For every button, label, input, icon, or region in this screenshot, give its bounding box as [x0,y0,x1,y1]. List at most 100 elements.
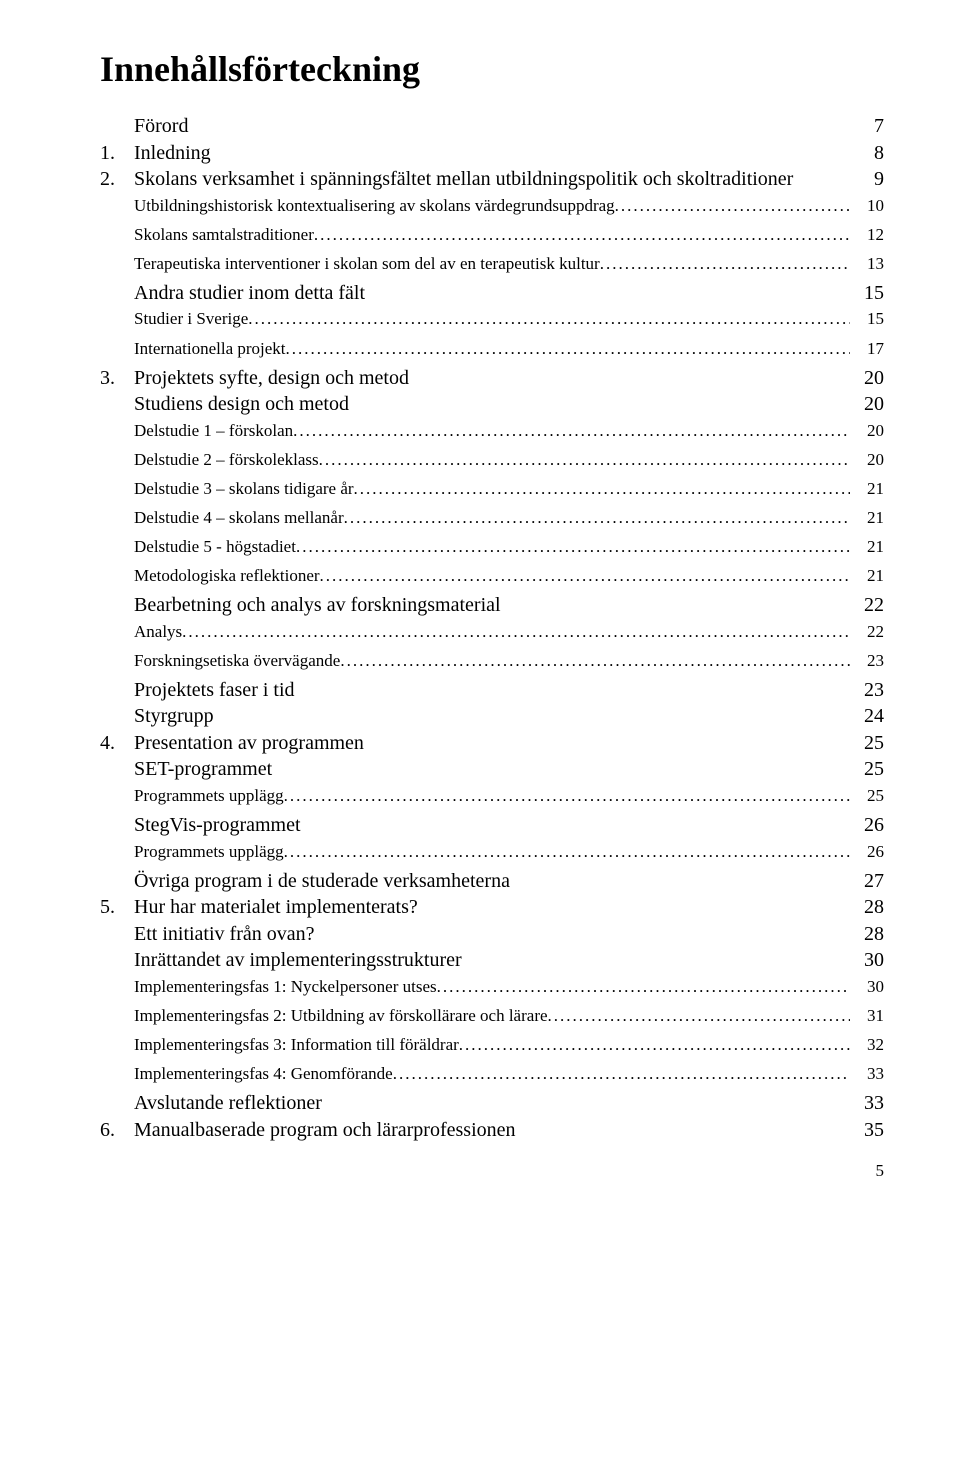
toc-entry-page: 35 [850,1118,884,1144]
toc-entry-number: 5. [100,895,134,921]
toc-entry-label: Presentation av programmen [134,731,364,757]
toc-entry-label: Forskningsetiska övervägande [134,650,340,672]
toc-leader [393,1062,850,1085]
toc-entry: 5.Hur har materialet implementerats? 28 [100,895,884,921]
toc-leader [182,620,850,643]
toc-entry-label: Delstudie 3 – skolans tidigare år [134,478,354,500]
toc-entry-label: SET-programmet [134,757,272,783]
toc-leader [314,223,850,246]
toc-entry-label: Skolans verksamhet i spänningsfältet mel… [134,167,822,193]
table-of-contents: Förord71.Inledning82.Skolans verksamhet … [100,114,884,1143]
toc-entry-number: 4. [100,731,134,757]
toc-entry-label: Styrgrupp [134,704,214,730]
toc-entry-page: 21 [850,478,884,500]
toc-entry-page: 10 [850,195,884,217]
toc-entry-page: 32 [850,1034,884,1056]
toc-entry-page: 17 [850,338,884,360]
toc-entry-number: 6. [100,1118,134,1144]
toc-entry-label: StegVis-programmet [134,813,301,839]
toc-entry-label: Projektets faser i tid [134,678,295,704]
toc-entry-label: Ett initiativ från ovan? [134,922,315,948]
toc-entry: Andra studier inom detta fält 15 [134,281,884,307]
toc-entry-page: 28 [850,895,884,921]
toc-entry-number: 1. [100,141,134,167]
toc-leader [319,448,850,471]
toc-entry: Förord7 [134,114,884,140]
toc-entry-label: Delstudie 1 – förskolan [134,420,293,442]
toc-entry-page: 26 [850,813,884,839]
toc-entry-page: 21 [850,536,884,558]
toc-entry-label: Andra studier inom detta fält [134,281,365,307]
toc-entry: Delstudie 4 – skolans mellanår21 [134,506,884,529]
toc-entry: Styrgrupp24 [134,704,884,730]
toc-entry-page: 28 [850,922,884,948]
toc-entry: Ett initiativ från ovan? 28 [134,922,884,948]
toc-entry-page: 22 [850,593,884,619]
toc-entry-label: Implementeringsfas 3: Information till f… [134,1034,459,1056]
toc-entry: Delstudie 2 – förskoleklass 20 [134,448,884,471]
toc-entry-label: Utbildningshistorisk kontextualisering a… [134,195,615,217]
toc-entry: Bearbetning och analys av forskningsmate… [134,593,884,619]
toc-entry-page: 30 [850,948,884,974]
toc-entry-page: 20 [850,420,884,442]
page-title: Innehållsförteckning [100,48,884,90]
toc-entry-page: 20 [850,449,884,471]
toc-entry-page: 22 [850,621,884,643]
page-number: 5 [100,1161,884,1181]
toc-entry: Internationella projekt 17 [134,337,884,360]
toc-entry-label: Avslutande reflektioner [134,1091,322,1117]
toc-entry: Forskningsetiska övervägande 23 [134,649,884,672]
toc-entry-label: Projektets syfte, design och metod [134,366,409,392]
toc-entry: Övriga program i de studerade verksamhet… [134,869,884,895]
toc-entry-page: 27 [850,869,884,895]
toc-entry-page: 20 [850,366,884,392]
toc-entry-page: 31 [850,1005,884,1027]
toc-leader [296,535,850,558]
toc-leader [548,1004,850,1027]
toc-entry: Delstudie 1 – förskolan 20 [134,419,884,442]
toc-entry-page: 8 [850,141,884,167]
toc-entry-label: Inrättandet av implementeringsstrukturer [134,948,462,974]
toc-entry-label: Hur har materialet implementerats? [134,895,418,921]
toc-entry: Delstudie 5 - högstadiet21 [134,535,884,558]
toc-entry-page: 13 [850,253,884,275]
toc-entry-label: Implementeringsfas 4: Genomförande [134,1063,393,1085]
toc-entry-page: 20 [850,392,884,418]
toc-entry: Projektets faser i tid 23 [134,678,884,704]
toc-leader [459,1033,850,1056]
toc-entry-label: Övriga program i de studerade verksamhet… [134,869,510,895]
toc-entry: 4.Presentation av programmen25 [100,731,884,757]
toc-entry-label: Studier i Sverige [134,308,248,330]
toc-entry-page: 15 [850,308,884,330]
toc-entry-page: 33 [850,1063,884,1085]
toc-leader [354,477,850,500]
toc-entry-page: 25 [850,785,884,807]
toc-leader [284,840,850,863]
toc-entry-label: Programmets upplägg [134,841,284,863]
toc-leader [344,506,850,529]
toc-entry-page: 12 [850,224,884,246]
toc-entry: Avslutande reflektioner 33 [134,1091,884,1117]
toc-entry: Inrättandet av implementeringsstrukturer… [134,948,884,974]
toc-entry-page: 9 [850,167,884,193]
toc-entry-label: Studiens design och metod [134,392,349,418]
toc-entry-page: 21 [850,507,884,529]
toc-entry-page: 33 [850,1091,884,1117]
toc-entry-page: 26 [850,841,884,863]
toc-entry-page: 23 [850,650,884,672]
toc-entry-page: 15 [850,281,884,307]
toc-entry-label: Internationella projekt [134,338,286,360]
toc-leader [293,419,850,442]
toc-entry-label: Skolans samtalstraditioner [134,224,314,246]
toc-entry-label: Delstudie 2 – förskoleklass [134,449,319,471]
toc-entry-label: Programmets upplägg [134,785,284,807]
toc-entry: Analys22 [134,620,884,643]
toc-entry-page: 23 [850,678,884,704]
toc-entry-label: Bearbetning och analys av forskningsmate… [134,593,501,619]
toc-entry: Implementeringsfas 2: Utbildning av förs… [134,1004,884,1027]
toc-entry-label: Terapeutiska interventioner i skolan som… [134,253,600,275]
toc-entry: Metodologiska reflektioner21 [134,564,884,587]
toc-entry: SET-programmet25 [134,757,884,783]
toc-entry: Implementeringsfas 1: Nyckelpersoner uts… [134,975,884,998]
toc-entry: Studiens design och metod 20 [134,392,884,418]
